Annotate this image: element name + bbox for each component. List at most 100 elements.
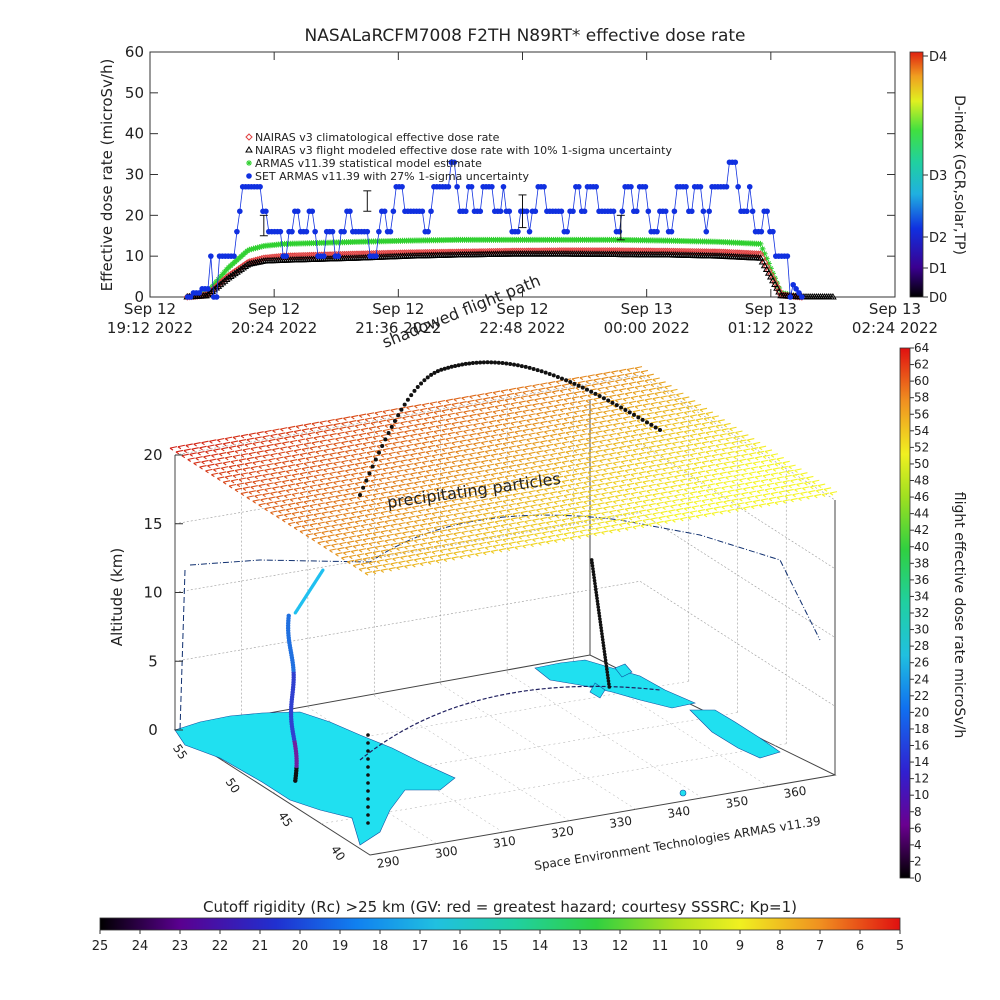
particle-mark xyxy=(478,522,487,528)
particle-mark xyxy=(307,508,316,514)
particle-mark xyxy=(561,421,570,427)
particle-mark xyxy=(411,524,420,530)
particle-mark xyxy=(618,522,627,528)
particle-mark xyxy=(484,449,493,455)
particle-mark xyxy=(577,534,585,539)
particle-mark xyxy=(469,433,477,438)
particle-mark xyxy=(579,510,587,515)
particle-mark xyxy=(297,515,306,520)
particle-mark xyxy=(774,500,782,506)
particle-mark xyxy=(565,488,574,493)
particle-mark xyxy=(193,442,201,447)
particle-mark xyxy=(518,515,526,521)
particle-mark xyxy=(307,431,316,437)
data-point xyxy=(222,275,231,282)
particle-mark xyxy=(311,479,319,484)
particle-mark xyxy=(504,398,513,403)
particle-mark xyxy=(569,478,578,483)
particle-mark xyxy=(415,475,424,481)
particle-mark xyxy=(553,500,562,505)
dose-rate-tick-label: 64 xyxy=(914,341,929,355)
particle-mark xyxy=(366,527,375,533)
particle-mark xyxy=(752,441,761,447)
particle-mark xyxy=(433,429,442,434)
track-point xyxy=(481,360,486,365)
particle-mark xyxy=(658,477,666,482)
field-row xyxy=(352,483,826,569)
track-point xyxy=(467,361,472,366)
particle-mark xyxy=(461,453,469,459)
particle-mark xyxy=(676,431,684,436)
particle-mark xyxy=(421,479,430,485)
data-point xyxy=(254,244,261,251)
particle-mark xyxy=(477,470,485,475)
particle-mark xyxy=(662,486,670,491)
particle-mark xyxy=(230,459,239,465)
particle-mark xyxy=(721,428,729,433)
particle-mark xyxy=(646,488,654,494)
particle-mark xyxy=(587,374,595,379)
particle-mark xyxy=(670,427,678,432)
particle-mark xyxy=(216,457,225,462)
particle-mark xyxy=(526,476,534,481)
particle-mark xyxy=(331,523,339,529)
particle-mark xyxy=(650,517,658,522)
particle-mark xyxy=(750,466,759,471)
series-line-segment xyxy=(427,211,432,232)
particle-mark xyxy=(439,490,448,496)
particle-mark xyxy=(587,431,595,437)
particle-mark xyxy=(528,509,536,514)
particle-mark xyxy=(664,461,672,467)
particle-mark xyxy=(768,458,777,463)
particle-mark xyxy=(429,420,438,426)
particle-mark xyxy=(642,480,650,485)
particle-mark xyxy=(500,485,509,490)
particle-mark xyxy=(589,426,597,432)
particle-mark xyxy=(611,485,619,490)
particle-mark xyxy=(756,469,765,475)
particle-mark xyxy=(453,435,461,441)
particle-mark xyxy=(494,539,503,544)
particle-mark xyxy=(419,407,428,413)
series-line-segment xyxy=(323,231,328,257)
particle-mark xyxy=(605,520,613,525)
particle-mark xyxy=(443,499,451,505)
legend-label: ARMAS v11.39 statistical model estimate xyxy=(255,157,482,170)
track-point xyxy=(610,400,615,405)
particle-mark xyxy=(506,469,515,475)
particle-mark xyxy=(317,425,325,430)
particle-mark xyxy=(518,458,526,463)
particle-mark xyxy=(477,508,485,514)
particle-mark xyxy=(593,493,601,498)
cutoff-rigidity-tick-label: 20 xyxy=(292,939,309,954)
particle-mark xyxy=(370,478,379,484)
particle-mark xyxy=(644,455,652,461)
particle-mark xyxy=(299,452,308,458)
particle-mark xyxy=(411,543,420,549)
particle-mark xyxy=(205,449,213,455)
altitude-tick-label: 0 xyxy=(148,721,158,739)
track-point xyxy=(539,369,544,374)
particle-mark xyxy=(583,480,591,486)
particle-mark xyxy=(358,471,367,476)
particle-mark xyxy=(335,456,343,461)
particle-mark xyxy=(644,494,652,499)
track-point xyxy=(600,637,605,642)
particle-mark xyxy=(496,514,505,520)
particle-mark xyxy=(325,500,333,506)
particle-mark xyxy=(660,510,668,516)
particle-mark xyxy=(388,528,396,534)
field-row xyxy=(364,491,838,576)
particle-mark xyxy=(479,426,487,431)
particle-mark xyxy=(656,520,664,526)
particle-mark xyxy=(317,463,325,469)
particle-mark xyxy=(441,408,450,414)
particle-mark xyxy=(280,446,288,451)
data-point xyxy=(705,248,713,256)
particle-mark xyxy=(597,444,605,450)
particle-mark xyxy=(754,494,763,499)
particle-mark xyxy=(228,445,237,451)
particle-mark xyxy=(583,461,591,466)
dose-rate-tick-label: 24 xyxy=(914,672,929,686)
